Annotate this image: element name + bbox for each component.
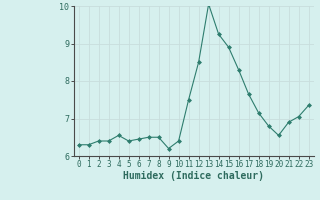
X-axis label: Humidex (Indice chaleur): Humidex (Indice chaleur) — [123, 171, 264, 181]
